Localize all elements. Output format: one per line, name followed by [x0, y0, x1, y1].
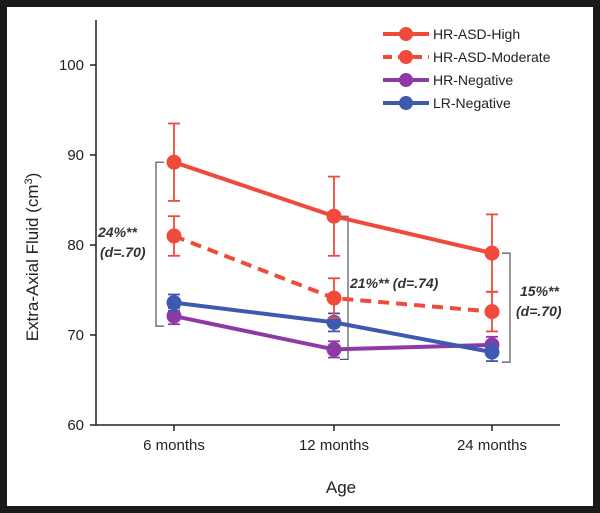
- legend-marker-0: [399, 27, 413, 41]
- y-axis-title-close: ): [23, 173, 42, 179]
- annotation-6mo-line2: (d=.70): [100, 244, 146, 260]
- data-point-1-2: [484, 304, 500, 320]
- annotation-6mo-line1: 24%**: [97, 224, 137, 240]
- series-0: [166, 122, 500, 293]
- x-tick-label-0: 6 months: [143, 437, 205, 454]
- data-point-1-0: [166, 228, 182, 244]
- data-point-3-0: [166, 295, 182, 311]
- series-layer: [166, 122, 500, 363]
- bracket-0: [155, 161, 164, 327]
- y-tick-label-1: 70: [67, 327, 84, 344]
- x-axis-title: Age: [326, 478, 356, 497]
- annotations: 24%** (d=.70) 21%** (d=.74) 15%** (d=.70…: [97, 224, 562, 319]
- y-axis-title: Extra-Axial Fluid (cm3): [23, 173, 42, 342]
- legend-marker-1: [399, 50, 413, 64]
- data-point-2-0: [166, 308, 182, 324]
- legend-label-0: HR-ASD-High: [433, 26, 520, 42]
- x-tick-label-1: 12 months: [299, 437, 369, 454]
- y-tick-label-0: 60: [67, 417, 84, 434]
- data-point-0-0: [166, 154, 182, 170]
- bracket-1: [340, 215, 349, 360]
- annotation-24mo-line2: (d=.70): [516, 303, 562, 319]
- x-ticks: 6 months 12 months 24 months: [143, 425, 527, 454]
- y-tick-label-4: 100: [59, 57, 84, 74]
- series-1: [166, 215, 500, 333]
- y-axis-title-superscript: 3: [23, 178, 35, 184]
- annotation-12mo-line1: 21%** (d=.74): [349, 275, 439, 291]
- y-tick-label-2: 80: [67, 237, 84, 254]
- brackets: [155, 161, 511, 363]
- bracket-2: [502, 252, 511, 363]
- annotation-24mo-line1: 15%**: [520, 283, 559, 299]
- data-point-1-1: [326, 290, 342, 306]
- x-tick-label-2: 24 months: [457, 437, 527, 454]
- y-axis-title-main: Extra-Axial Fluid (cm: [23, 184, 42, 341]
- data-point-0-2: [484, 245, 500, 261]
- data-point-2-1: [326, 341, 342, 357]
- legend-label-3: LR-Negative: [433, 95, 511, 111]
- legend-marker-2: [399, 73, 413, 87]
- data-point-0-1: [326, 208, 342, 224]
- data-point-3-2: [484, 344, 500, 360]
- legend-label-1: HR-ASD-Moderate: [433, 49, 551, 65]
- legend: HR-ASD-High HR-ASD-Moderate HR-Negative LR-…: [383, 26, 551, 111]
- legend-marker-3: [399, 96, 413, 110]
- y-tick-label-3: 90: [67, 147, 84, 164]
- y-ticks: 60 70 80 90 100: [59, 57, 96, 434]
- legend-label-2: HR-Negative: [433, 72, 513, 88]
